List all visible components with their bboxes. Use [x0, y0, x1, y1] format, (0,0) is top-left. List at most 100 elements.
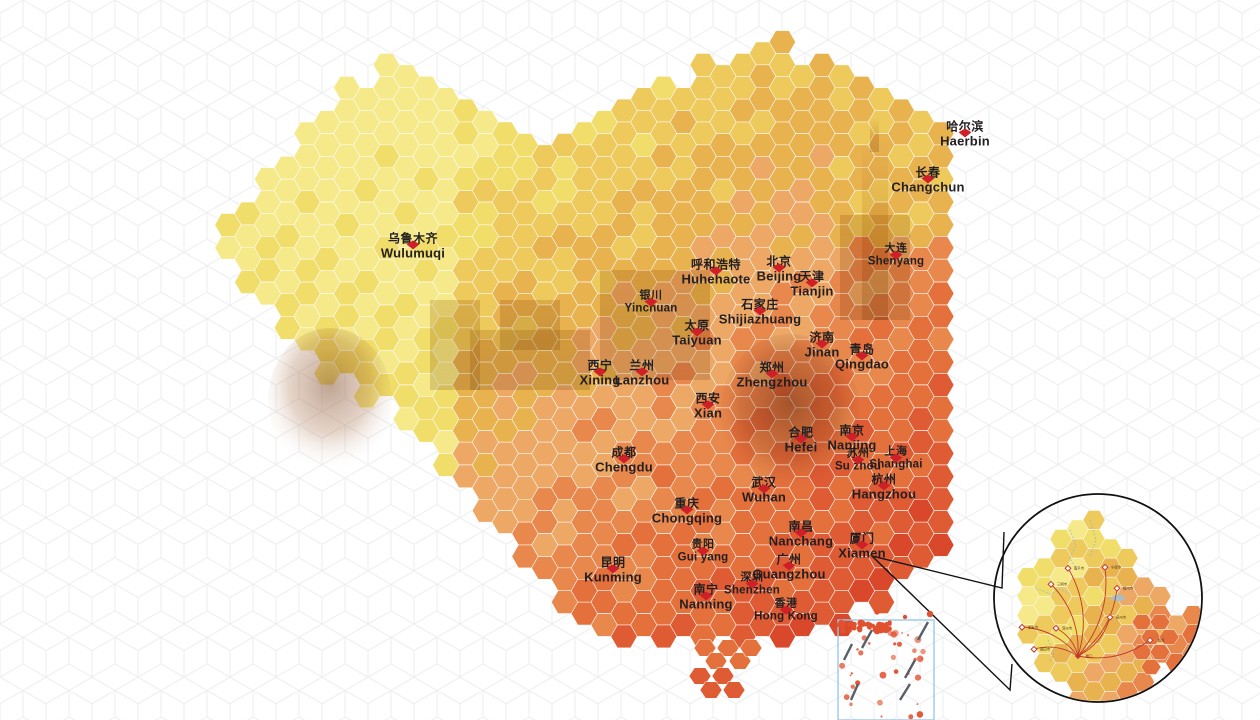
city-label-shenzhen[interactable]: 深圳 Shenzhen: [724, 572, 780, 598]
scatter-dot: [856, 648, 859, 651]
map-pin-icon: [644, 297, 658, 307]
scatter-dot: [849, 702, 853, 707]
city-label-wuhan[interactable]: 武汉 Wuhan: [742, 475, 786, 504]
city-name-cn: 太原: [684, 318, 710, 333]
inset-magnifier-circle: [993, 493, 1203, 703]
scatter-dot: [916, 703, 919, 706]
inset-node-marker[interactable]: [1101, 563, 1109, 571]
city-label-tianjin[interactable]: 天津 Tianjin: [790, 270, 833, 298]
city-name-cn: 长春: [915, 165, 941, 180]
city-name-cn: 重庆: [674, 496, 700, 511]
city-label-jinan[interactable]: 济南 Jinan: [805, 330, 840, 359]
city-label-kunming[interactable]: 昆明 Kunming: [584, 556, 642, 585]
city-label-gui-yang[interactable]: 贵阳 Gui yang: [677, 538, 729, 565]
photo-texture: [720, 334, 860, 490]
city-label-haerbin[interactable]: 哈尔滨 Haerbin: [940, 120, 990, 148]
map-pin-icon: [753, 306, 767, 316]
map-pin-icon: [406, 240, 420, 250]
inset-hex-map: [1016, 510, 1201, 701]
city-label-chongqing[interactable]: 重庆 Chongqing: [651, 496, 723, 526]
inset-node-marker[interactable]: [1052, 624, 1060, 632]
city-label-changchun[interactable]: 长春 Changchun: [891, 165, 964, 194]
city-name-en: Hong Kong: [754, 610, 818, 623]
scatter-dot: [846, 622, 852, 627]
city-label-su-zhou[interactable]: 苏州 Su zhou: [835, 448, 881, 474]
city-label-hefei[interactable]: 合肥 Hefei: [785, 426, 818, 454]
map-pin-icon: [745, 579, 759, 589]
inset-node-marker[interactable]: [1018, 623, 1026, 631]
map-pin-icon: [690, 327, 704, 337]
inset-node-marker[interactable]: [1146, 636, 1154, 644]
city-name-cn: 南京: [839, 423, 865, 438]
scatter-dot: [912, 648, 917, 653]
city-label-wulumuqi[interactable]: 乌鲁木齐 Wulumuqi: [381, 232, 445, 260]
inset-node-marker[interactable]: [1113, 584, 1121, 592]
inset-flow-arc: [1067, 567, 1084, 657]
scatter-dot: [840, 627, 846, 634]
city-name-cn: 贵阳: [691, 538, 715, 551]
city-name-cn: 济南: [809, 330, 835, 345]
city-name-en: Gui yang: [677, 551, 729, 564]
hex-tile: [927, 533, 955, 557]
scatter-panel[interactable]: [836, 609, 935, 720]
inset-flow-arc: [1077, 566, 1107, 657]
inset-hex-tile-taiwan: [1158, 629, 1180, 645]
map-pin-icon: [680, 505, 694, 515]
city-label-xiamen[interactable]: 厦门 Xiamen: [838, 532, 885, 560]
scatter-dot: [920, 648, 926, 655]
scatter-panel-border: [837, 619, 935, 720]
city-name-en: Chongqing: [651, 510, 723, 526]
photo-texture: [840, 215, 910, 320]
city-name-en: Kunming: [584, 569, 642, 585]
city-label-nanchang[interactable]: 南昌 Nanchang: [769, 520, 833, 548]
city-label-chengdu[interactable]: 成都 Chengdu: [595, 446, 653, 474]
inset-connector-lines: [871, 531, 1013, 692]
city-name-cn: 大连: [884, 242, 908, 255]
map-pin-icon: [701, 400, 715, 410]
scatter-dot: [897, 641, 902, 647]
inset-node-marker[interactable]: [1064, 564, 1072, 572]
city-label-zhengzhou[interactable]: 郑州 Zhengzhou: [736, 361, 807, 389]
city-label-lanzhou[interactable]: 兰州 Lanzhou: [615, 359, 670, 387]
inset-node-marker[interactable]: [1106, 613, 1114, 621]
city-label-hangzhou[interactable]: 杭州 Hangzhou: [852, 473, 916, 501]
city-label-beijing[interactable]: 北京 Beijing: [757, 254, 802, 283]
city-label-xining[interactable]: 西宁 Xining: [580, 359, 621, 387]
city-label-huhehaote[interactable]: 呼和浩特 Huhehaote: [682, 258, 751, 286]
inset-node-marker[interactable]: [1047, 580, 1055, 588]
city-name-en: Qingdao: [834, 356, 890, 372]
inset-node-marker[interactable]: [1030, 645, 1038, 653]
map-pin-icon: [855, 540, 869, 550]
city-name-cn: 青岛: [849, 342, 875, 357]
map-pin-icon: [617, 454, 631, 464]
city-label-nanning[interactable]: 南宁 Nanning: [679, 583, 732, 611]
city-label-qingdao[interactable]: 青岛 Qingdao: [834, 342, 890, 372]
city-label-hong-kong[interactable]: 香港 Hong Kong: [754, 598, 818, 624]
city-label-shijiazhuang[interactable]: 石家庄 Shijiazhuang: [719, 298, 802, 326]
photo-texture: [268, 328, 392, 472]
inset-flow-arc: [1055, 627, 1079, 657]
city-name-cn: 武汉: [751, 475, 777, 490]
city-label-shenyang[interactable]: 大连 Shenyang: [868, 242, 925, 269]
inset-flow-arc: [1050, 583, 1079, 657]
map-pin-icon: [779, 605, 793, 615]
scatter-dot: [906, 634, 910, 637]
scatter-dot: [839, 620, 846, 627]
hex-tile-island: [739, 639, 763, 657]
inset-flow-arc: [1077, 587, 1118, 657]
city-label-taiyuan[interactable]: 太原 Taiyuan: [672, 318, 722, 347]
city-label-yinchuan[interactable]: 银川 Yinchuan: [625, 290, 678, 316]
city-label-nanjing[interactable]: 南京 Nanjing: [827, 423, 877, 453]
scatter-dot: [882, 624, 887, 629]
map-pin-icon: [877, 481, 891, 491]
city-label-xian[interactable]: 西安 Xian: [694, 392, 722, 420]
city-label-shanghai[interactable]: 上海 Shanghai: [869, 446, 922, 472]
city-name-en: Nanjing: [827, 437, 877, 453]
inset-node-label: 泉州市: [1115, 615, 1127, 620]
inset-river-trace: [1047, 639, 1055, 663]
city-label-guangzhou[interactable]: 广州 Guangzhou: [752, 553, 825, 581]
map-pin-icon: [958, 128, 972, 138]
city-name-cn: 北京: [766, 254, 792, 269]
scatter-dot: [880, 715, 883, 718]
